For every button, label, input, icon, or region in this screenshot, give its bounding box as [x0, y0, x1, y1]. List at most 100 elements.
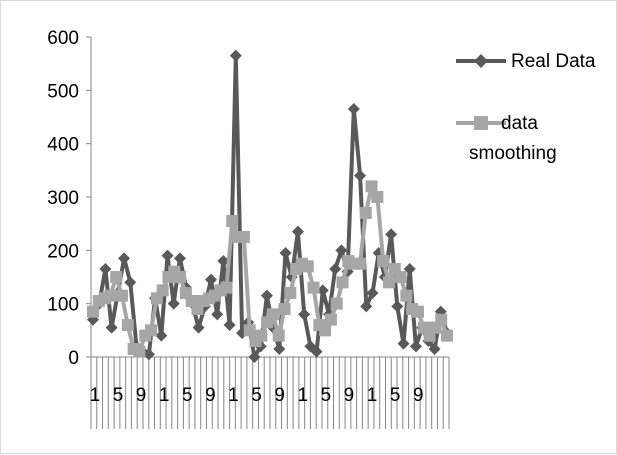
- legend-item-real-data: Real Data: [456, 51, 596, 72]
- data-point-diamond: [391, 300, 404, 313]
- y-tick-label: 500: [47, 81, 79, 102]
- y-axis: 0 100 200 300 400 500 600: [47, 28, 92, 369]
- data-point-square: [394, 271, 407, 283]
- x-tick-label: 5: [182, 385, 193, 406]
- data-point-square: [301, 260, 314, 273]
- data-point-square: [278, 303, 291, 315]
- data-point-diamond: [310, 345, 323, 358]
- data-point-diamond: [347, 103, 360, 115]
- data-point-diamond: [223, 319, 236, 331]
- data-point-square: [411, 305, 424, 318]
- data-point-diamond: [229, 49, 242, 62]
- x-tick-label: 1: [90, 385, 101, 406]
- legend-item-data-smoothing: data smoothing: [456, 113, 557, 164]
- data-point-square: [255, 329, 268, 342]
- data-point-diamond: [335, 244, 348, 257]
- x-tick-label: 9: [205, 385, 216, 406]
- data-point-square: [365, 180, 378, 193]
- data-point-square: [330, 297, 343, 310]
- legend-diamond-marker: [474, 54, 488, 68]
- data-point-diamond: [329, 263, 342, 275]
- data-point-diamond: [167, 297, 180, 310]
- data-point-diamond: [279, 247, 292, 259]
- data-point-diamond: [354, 169, 367, 182]
- data-point-diamond: [217, 255, 230, 267]
- data-point-diamond: [397, 337, 410, 350]
- y-tick-label: 400: [47, 135, 79, 156]
- x-tick-label: 5: [390, 385, 401, 406]
- x-tick-label: 9: [274, 385, 285, 406]
- x-tick-label: 5: [321, 385, 332, 406]
- data-point-square: [121, 319, 134, 331]
- data-point-diamond: [403, 263, 416, 275]
- data-point-square: [156, 284, 169, 297]
- legend-label-real-data: Real Data: [511, 51, 596, 72]
- data-point-square: [371, 191, 384, 203]
- series-data-smoothing: [87, 180, 453, 358]
- y-tick-label: 200: [47, 241, 79, 262]
- data-point-diamond: [124, 276, 137, 289]
- legend: Real Data data smoothing: [456, 51, 596, 164]
- data-point-square: [226, 215, 239, 227]
- data-point-square: [319, 324, 332, 337]
- legend-square-marker: [474, 116, 488, 130]
- data-point-diamond: [155, 329, 168, 342]
- data-point-diamond: [248, 351, 261, 363]
- data-point-diamond: [205, 273, 217, 286]
- data-point-square: [116, 289, 129, 302]
- data-point-square: [435, 313, 448, 326]
- data-point-square: [110, 271, 123, 283]
- data-point-diamond: [360, 300, 373, 313]
- plot-area: [87, 49, 453, 363]
- data-point-diamond: [409, 340, 422, 353]
- data-point-square: [266, 308, 279, 321]
- data-point-diamond: [211, 308, 224, 321]
- y-tick-label: 100: [47, 295, 79, 316]
- data-point-square: [220, 281, 233, 294]
- data-point-square: [324, 313, 337, 326]
- legend-label-data-smoothing: data smoothing: [469, 113, 557, 164]
- x-tick-label: 1: [367, 385, 378, 406]
- data-point-square: [87, 305, 99, 318]
- data-point-diamond: [173, 252, 186, 265]
- data-point-diamond: [273, 343, 286, 355]
- y-tick-label: 300: [47, 188, 79, 209]
- data-point-square: [272, 329, 285, 342]
- data-point-diamond: [99, 263, 112, 275]
- data-point-square: [359, 207, 372, 219]
- data-point-diamond: [260, 289, 273, 302]
- x-tick-label: 1: [297, 385, 308, 406]
- x-tick-label: 9: [344, 385, 355, 406]
- data-point-square: [377, 255, 390, 267]
- data-point-square: [133, 345, 146, 358]
- data-point-square: [243, 324, 256, 337]
- y-tick-label: 0: [68, 348, 79, 369]
- data-point-diamond: [142, 348, 155, 361]
- legend-label-line-1: data: [501, 113, 538, 134]
- data-point-square: [307, 281, 320, 294]
- data-point-square: [174, 271, 187, 283]
- y-tick-label: 600: [47, 28, 79, 49]
- data-point-diamond: [428, 343, 441, 355]
- data-point-diamond: [105, 321, 118, 334]
- data-point-diamond: [192, 321, 205, 334]
- data-point-square: [441, 329, 453, 342]
- data-point-diamond: [366, 287, 379, 299]
- data-point-square: [400, 289, 413, 302]
- data-point-square: [336, 276, 349, 289]
- legend-label-line-2: smoothing: [469, 143, 557, 164]
- data-point-square: [284, 287, 297, 299]
- x-tick-label: 9: [136, 385, 147, 406]
- data-point-square: [382, 276, 395, 289]
- data-point-square: [353, 257, 366, 270]
- data-point-square: [237, 231, 250, 243]
- x-tick-label: 5: [251, 385, 262, 406]
- x-tick-label: 5: [113, 385, 124, 406]
- data-point-diamond: [291, 225, 304, 238]
- data-point-diamond: [298, 308, 311, 321]
- data-point-square: [145, 324, 158, 337]
- x-tick-label: 1: [228, 385, 239, 406]
